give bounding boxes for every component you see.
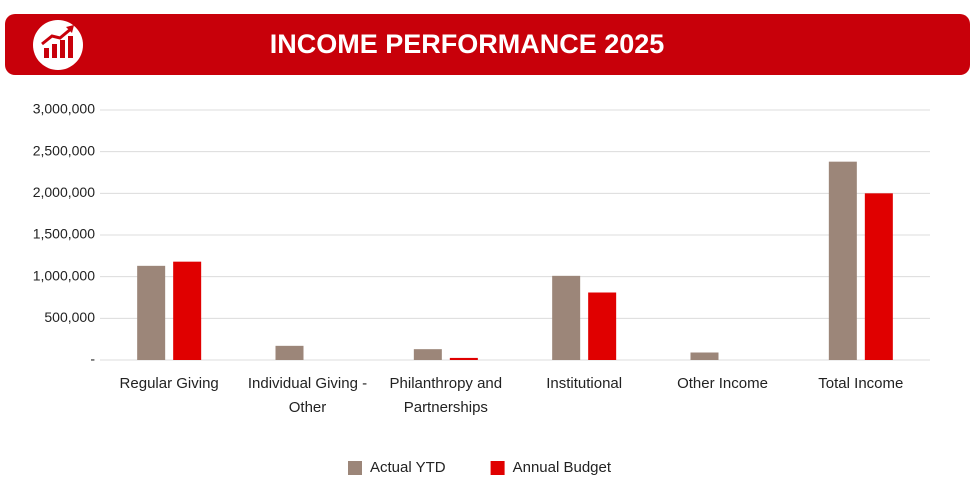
bar: [828, 161, 857, 360]
y-tick-label: 3,000,000: [33, 101, 95, 117]
legend-label: Actual YTD: [370, 459, 446, 476]
x-tick-label: Individual Giving - Other: [247, 375, 368, 416]
title-banner: [5, 14, 970, 75]
bar: [413, 349, 442, 360]
y-tick-label: 1,000,000: [33, 267, 95, 283]
bar: [449, 357, 478, 360]
chart-title: INCOME PERFORMANCE 2025: [270, 29, 665, 59]
bar: [137, 265, 166, 360]
bar: [173, 261, 202, 360]
y-tick-label: 2,500,000: [33, 142, 95, 158]
x-tick-label: Other Income: [677, 375, 768, 392]
legend-swatch: [490, 461, 505, 475]
y-tick-label: 1,500,000: [33, 226, 95, 242]
bar: [588, 292, 617, 360]
legend-label: Annual Budget: [513, 459, 612, 476]
title-icon: [33, 20, 83, 70]
bar: [552, 275, 581, 360]
y-tick-label: -: [90, 351, 95, 367]
y-tick-label: 500,000: [44, 309, 95, 325]
legend-swatch: [348, 461, 362, 475]
bar: [690, 352, 719, 360]
x-tick-label: Philanthropy and Partnerships: [389, 375, 503, 416]
bar: [275, 345, 304, 360]
bar: [864, 193, 893, 360]
x-tick-label: Total Income: [818, 375, 904, 392]
x-tick-label: Institutional: [546, 375, 623, 392]
x-tick-label: Regular Giving: [119, 375, 219, 392]
y-tick-label: 2,000,000: [33, 184, 95, 200]
